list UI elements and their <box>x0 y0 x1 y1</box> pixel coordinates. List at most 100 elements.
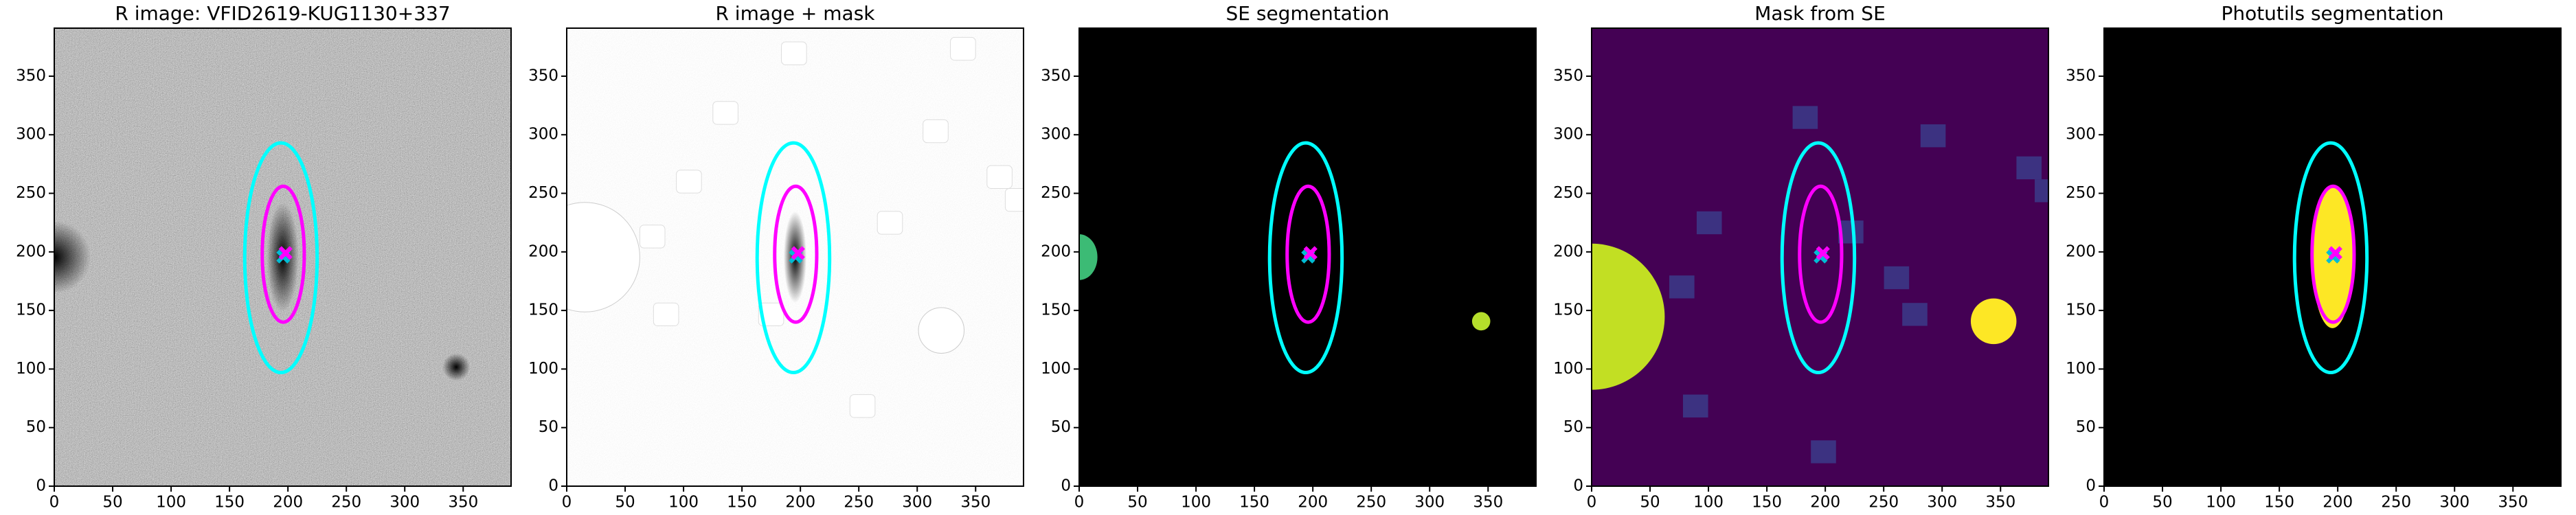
panel: SE segmentation 0 50 100 150 200 250 300 350 0 50 1… <box>1041 2 1537 512</box>
y-tick-label: 50 <box>26 418 46 436</box>
y-tick-label: 50 <box>539 418 558 436</box>
axes-frame <box>1078 27 1537 487</box>
x-tick-label: 0 <box>1587 494 1597 512</box>
ellipse <box>1798 184 1844 324</box>
x-tick-label: 250 <box>331 494 361 512</box>
x-tick-label: 250 <box>844 494 874 512</box>
y-tick-label: 350 <box>2066 67 2096 84</box>
y-tick-label: 0 <box>36 477 46 495</box>
panel-title: Mask from SE <box>1754 2 1886 25</box>
mask-region <box>1792 106 1818 129</box>
x-tick-label: 100 <box>156 494 186 512</box>
x-tick-label: 150 <box>727 494 757 512</box>
mask-region <box>676 170 702 194</box>
mask-region <box>1920 124 1946 148</box>
marker <box>1303 246 1318 260</box>
x-tick-label: 200 <box>785 494 815 512</box>
y-tick-label: 250 <box>1041 184 1071 202</box>
image-content <box>1079 234 1491 331</box>
y-tick-label: 250 <box>1553 184 1583 202</box>
mask-region <box>653 302 679 327</box>
y-tick-label: 300 <box>528 126 558 144</box>
mask-region <box>712 101 738 125</box>
x-tick-label: 300 <box>389 494 420 512</box>
axes-frame <box>54 27 512 487</box>
y-tick-label: 50 <box>1563 418 1583 436</box>
x-tick-label: 200 <box>1298 494 1328 512</box>
panel: Mask from SE 0 50 100 150 200 250 300 350 0 50 100 1… <box>1553 2 2049 512</box>
y-tick-label: 300 <box>2066 126 2096 144</box>
panel-title: SE segmentation <box>1226 2 1390 25</box>
x-tick-label: 300 <box>1414 494 1445 512</box>
x-tick-label: 100 <box>1181 494 1211 512</box>
x-tick-label: 200 <box>2323 494 2353 512</box>
x-tick-label: 100 <box>2206 494 2236 512</box>
x-tick-label: 0 <box>49 494 60 512</box>
x-tick-label: 350 <box>960 494 991 512</box>
y-tick-label: 200 <box>16 242 46 260</box>
marker <box>278 246 293 260</box>
marker <box>1816 246 1830 260</box>
segment <box>1970 298 2017 345</box>
y-tick-label: 150 <box>2066 301 2096 319</box>
segment <box>1592 243 1665 390</box>
ellipse <box>242 141 319 375</box>
y-tick-label: 0 <box>1573 477 1583 495</box>
axes-frame <box>566 27 1024 487</box>
x-tick-label: 250 <box>1868 494 1899 512</box>
y-tick-label: 100 <box>1041 360 1071 378</box>
x-tick-label: 350 <box>1473 494 1503 512</box>
x-tick-label: 50 <box>2152 494 2172 512</box>
mask-region <box>1004 187 1024 212</box>
panel: R image: VFID2619-KUG1130+337 0 50 100 150 20… <box>16 2 512 512</box>
x-tick-label: 200 <box>273 494 303 512</box>
ellipse <box>1285 184 1331 324</box>
y-tick-label: 300 <box>1553 126 1583 144</box>
segment <box>1471 312 1491 331</box>
axes-frame <box>2103 27 2562 487</box>
y-tick-label: 50 <box>1051 418 1071 436</box>
y-tick-label: 350 <box>1553 67 1583 84</box>
mask-region <box>923 119 949 144</box>
x-tick-label: 200 <box>1810 494 1840 512</box>
ellipse <box>1267 141 1344 375</box>
mask-region <box>2035 179 2048 203</box>
marker <box>2328 246 2342 260</box>
y-tick-label: 100 <box>1553 360 1583 378</box>
ellipse <box>260 184 306 324</box>
x-tick-label: 150 <box>2264 494 2294 512</box>
image-content <box>567 28 1024 486</box>
x-tick-label: 0 <box>562 494 572 512</box>
y-tick-label: 150 <box>528 301 558 319</box>
panel-title: R image + mask <box>715 2 875 25</box>
x-tick-label: 250 <box>1356 494 1386 512</box>
y-tick-label: 100 <box>528 360 558 378</box>
x-tick-label: 300 <box>1927 494 1957 512</box>
ellipse <box>1780 141 1857 375</box>
mask-region <box>781 41 807 65</box>
y-tick-label: 150 <box>16 301 46 319</box>
y-tick-label: 100 <box>16 360 46 378</box>
x-tick-label: 150 <box>1239 494 1269 512</box>
y-tick-label: 50 <box>2076 418 2096 436</box>
x-tick-label: 50 <box>102 494 122 512</box>
x-tick-label: 350 <box>2498 494 2528 512</box>
x-tick-label: 300 <box>902 494 932 512</box>
segment <box>1079 234 1098 280</box>
marker <box>791 246 805 260</box>
y-tick-label: 100 <box>2066 360 2096 378</box>
x-tick-label: 0 <box>1074 494 1085 512</box>
x-tick-label: 350 <box>1985 494 2015 512</box>
ellipse <box>2292 141 2369 375</box>
y-tick-label: 250 <box>16 184 46 202</box>
mask-region <box>2016 156 2042 180</box>
y-tick-label: 200 <box>2066 242 2096 260</box>
mask-region <box>849 394 876 418</box>
ellipse <box>773 184 819 324</box>
panel: R image + mask 0 50 100 150 200 250 300 350 0 50 10… <box>528 2 1024 512</box>
y-tick-label: 350 <box>528 67 558 84</box>
y-tick-label: 150 <box>1553 301 1583 319</box>
y-tick-label: 350 <box>1041 67 1071 84</box>
mask-region <box>639 225 666 249</box>
x-tick-label: 150 <box>214 494 245 512</box>
